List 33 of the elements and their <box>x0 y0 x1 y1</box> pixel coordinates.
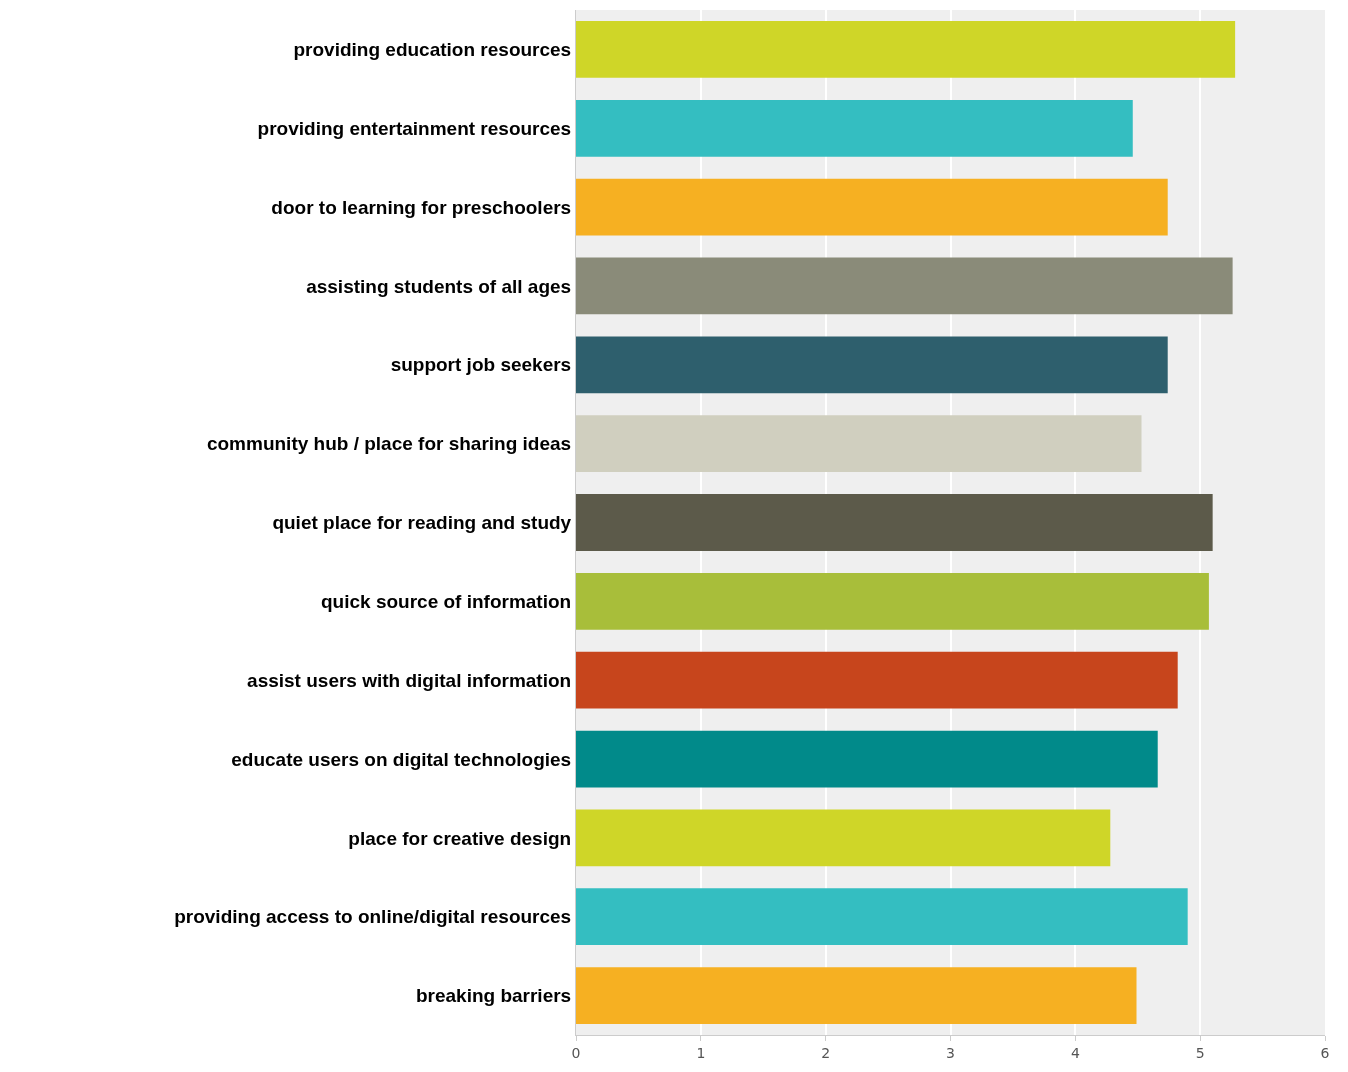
bar <box>576 888 1188 946</box>
y-tick-label: providing education resources <box>293 39 572 61</box>
x-tick-label: 3 <box>946 1044 955 1061</box>
y-tick-label: assist users with digital information <box>247 669 572 691</box>
bar <box>576 336 1168 394</box>
bar <box>576 572 1209 630</box>
y-tick-label: place for creative design <box>348 827 572 849</box>
y-tick-label: quiet place for reading and study <box>272 512 572 534</box>
bar <box>576 99 1133 157</box>
x-tick-label: 4 <box>1070 1044 1080 1061</box>
y-tick-label: door to learning for preschoolers <box>271 196 572 218</box>
y-tick-label: educate users on digital technologies <box>231 748 572 770</box>
y-tick-label: assisting students of all ages <box>306 275 572 297</box>
y-tick-label: providing entertainment resources <box>257 117 572 139</box>
bar <box>576 494 1213 551</box>
bar <box>576 730 1158 788</box>
x-tick-label: 5 <box>1195 1044 1205 1061</box>
x-tick-label: 0 <box>571 1044 581 1061</box>
bar <box>576 21 1236 78</box>
x-tick-label: 1 <box>696 1044 706 1061</box>
bar <box>576 967 1137 1024</box>
bar <box>576 809 1111 867</box>
x-tick-label: 6 <box>1320 1044 1330 1061</box>
bar <box>576 651 1178 709</box>
bar <box>576 257 1233 315</box>
y-tick-label: breaking barriers <box>415 985 572 1007</box>
bar <box>576 415 1142 473</box>
y-tick-label: support job seekers <box>390 354 572 376</box>
y-tick-label: community hub / place for sharing ideas <box>206 433 572 455</box>
y-tick-label: providing access to online/digital resources <box>174 906 572 928</box>
x-tick-label: 2 <box>821 1044 831 1061</box>
y-tick-label: quick source of information <box>321 591 572 612</box>
bar <box>576 178 1168 236</box>
